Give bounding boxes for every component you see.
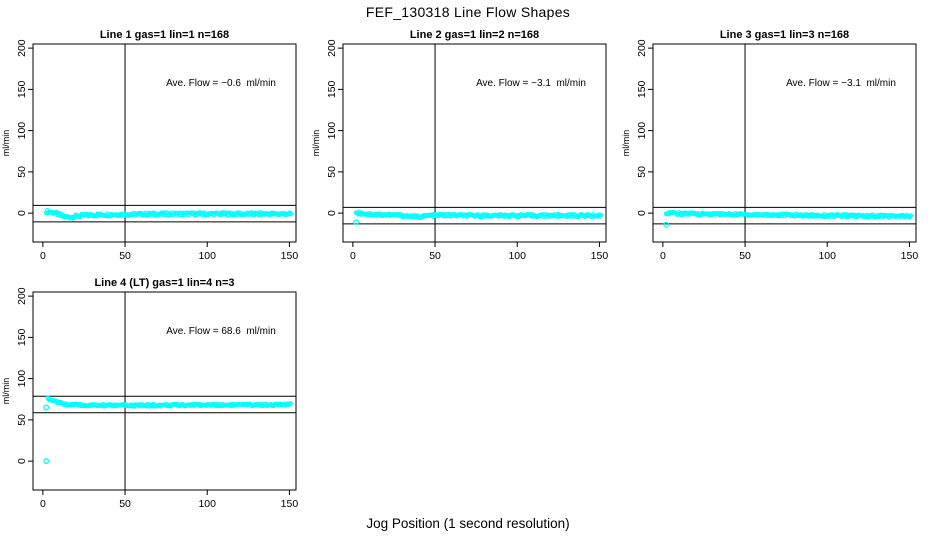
y-axis-ticks: 0 50 100 150 200 <box>16 287 33 464</box>
y-tick-label: 100 <box>16 370 28 388</box>
plot-area-line-2: 0 50 100 150 0 50 100 150 200 ml/min <box>311 39 608 262</box>
data-point <box>774 213 779 218</box>
y-tick-label: 200 <box>636 39 648 57</box>
y-tick-label: 50 <box>16 166 28 178</box>
ave-flow-annotation: Ave. Flow = −3.1 ml/min <box>786 78 896 89</box>
x-axis-ticks: 0 50 100 150 <box>40 242 298 262</box>
panel-title: Line 1 gas=1 lin=1 n=168 <box>99 29 230 41</box>
x-axis-ticks: 0 50 100 150 <box>350 242 608 262</box>
data-points-group <box>43 208 294 221</box>
data-point <box>275 401 280 407</box>
x-axis-label: Jog Position (1 second resolution) <box>366 516 570 531</box>
y-tick-label: 0 <box>16 458 28 464</box>
outlier-point <box>353 219 360 226</box>
x-tick-label: 0 <box>660 250 666 262</box>
panel-line-4: 0 50 100 150 0 50 100 150 200 ml/min Line 4 (LT) … <box>0 276 310 526</box>
y-tick-label: 100 <box>16 122 28 140</box>
ave-flow-annotation: Ave. Flow = 68.6 ml/min <box>166 326 276 337</box>
x-axis-ticks: 0 50 100 150 <box>40 490 298 510</box>
x-tick-label: 50 <box>119 250 131 262</box>
x-tick-label: 100 <box>198 250 216 262</box>
y-tick-label: 50 <box>326 166 338 178</box>
x-tick-label: 100 <box>198 498 216 510</box>
y-axis-ticks: 0 50 100 150 200 <box>326 39 343 216</box>
x-tick-label: 0 <box>350 250 356 262</box>
x-tick-label: 150 <box>281 498 299 510</box>
panel-line-2: 0 50 100 150 0 50 100 150 200 ml/min Line 2 gas=1… <box>310 28 620 278</box>
data-point <box>908 213 914 219</box>
data-point <box>288 211 294 217</box>
panel-title: Line 3 gas=1 lin=3 n=168 <box>719 29 850 41</box>
data-point <box>598 212 604 218</box>
y-tick-label: 150 <box>16 328 28 346</box>
x-tick-label: 150 <box>591 250 609 262</box>
y-axis-ticks: 0 50 100 150 200 <box>636 39 653 216</box>
x-axis-ticks: 0 50 100 150 <box>660 242 918 262</box>
panel-title: Line 4 (LT) gas=1 lin=4 n=3 <box>94 277 235 289</box>
x-tick-label: 150 <box>281 250 299 262</box>
x-tick-label: 0 <box>40 498 46 510</box>
y-tick-label: 200 <box>326 39 338 57</box>
y-tick-label: 100 <box>326 122 338 140</box>
y-tick-label: 50 <box>636 166 648 178</box>
data-points-group <box>45 395 293 409</box>
x-tick-label: 100 <box>508 250 526 262</box>
y-tick-label: 200 <box>16 287 28 305</box>
y-tick-label: 150 <box>636 80 648 98</box>
outlier-point <box>43 458 50 465</box>
data-point <box>355 211 361 217</box>
plot-box <box>32 43 297 243</box>
y-tick-label: 150 <box>16 80 28 98</box>
y-tick-label: 50 <box>16 414 28 426</box>
y-tick-label: 150 <box>326 80 338 98</box>
x-tick-label: 50 <box>119 498 131 510</box>
data-point <box>288 401 293 406</box>
plot-box <box>32 291 297 491</box>
y-axis-ticks: 0 50 100 150 200 <box>16 39 33 216</box>
y-axis-label: ml/min <box>311 130 321 157</box>
x-tick-label: 0 <box>40 250 46 262</box>
ave-flow-annotation: Ave. Flow = −3.1 ml/min <box>476 78 586 89</box>
plot-area-line-1: 0 50 100 150 0 50 100 150 200 ml/min <box>1 39 298 262</box>
panel-line-3: 0 50 100 150 0 50 100 150 200 ml/min Line 3 gas=1… <box>620 28 930 278</box>
y-tick-label: 0 <box>326 210 338 216</box>
y-axis-label: ml/min <box>1 130 11 157</box>
y-axis-label: ml/min <box>621 130 631 157</box>
outlier-point <box>43 404 50 411</box>
y-tick-label: 0 <box>16 210 28 216</box>
x-tick-label: 50 <box>739 250 751 262</box>
y-tick-label: 100 <box>636 122 648 140</box>
plot-box <box>342 43 607 243</box>
data-point <box>188 403 194 408</box>
x-tick-label: 150 <box>901 250 919 262</box>
y-tick-label: 0 <box>636 210 648 216</box>
y-tick-label: 200 <box>16 39 28 57</box>
panel-title: Line 2 gas=1 lin=2 n=168 <box>409 29 540 41</box>
ave-flow-annotation: Ave. Flow = −0.6 ml/min <box>166 78 276 89</box>
plot-area-line-3: 0 50 100 150 0 50 100 150 200 ml/min <box>621 39 918 262</box>
panel-line-1: 0 50 100 150 0 50 100 150 200 ml/min Line 1 gas=1… <box>0 28 310 278</box>
plot-box <box>652 43 917 243</box>
data-point <box>548 213 553 219</box>
plot-area-line-4: 0 50 100 150 0 50 100 150 200 ml/min <box>1 287 298 510</box>
x-tick-label: 50 <box>429 250 441 262</box>
x-tick-label: 100 <box>818 250 836 262</box>
data-point <box>75 402 80 407</box>
data-points-group <box>663 209 914 220</box>
outlier-point <box>663 221 670 228</box>
data-points-group <box>353 209 604 221</box>
chart-title: FEF_130318 Line Flow Shapes <box>365 4 571 20</box>
y-axis-label: ml/min <box>1 378 11 405</box>
